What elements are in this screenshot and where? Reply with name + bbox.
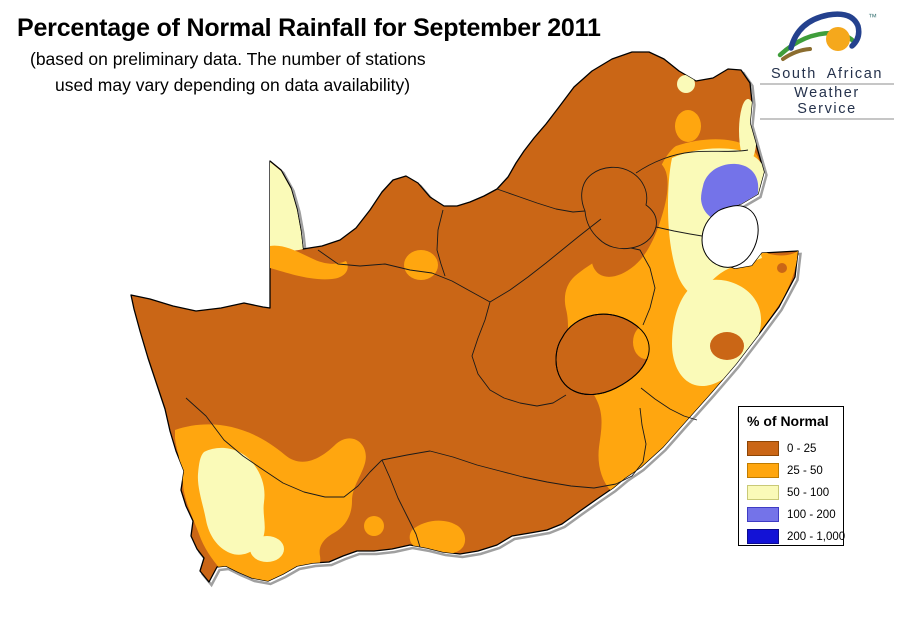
legend-row: 0 - 25 — [747, 441, 843, 456]
border-limpopo-mpumalanga — [635, 149, 749, 174]
swaziland-area — [701, 205, 759, 268]
border-fs-kzn — [630, 247, 656, 326]
brand-line-1: South African — [760, 66, 894, 85]
patch-lesotho-ne-orange — [633, 325, 659, 359]
border-wc-ec — [381, 459, 421, 548]
patch-limpopo-pale-spot — [677, 75, 695, 93]
patch-southcoast-orange — [409, 520, 466, 556]
map-legend: % of Normal 0 - 25 25 - 50 50 - 100 100 … — [738, 406, 846, 546]
patch-southcoast-pale-spot — [250, 536, 284, 562]
legend-swatch-0-25 — [747, 441, 779, 456]
lesotho-outline — [555, 313, 650, 396]
patch-northwest-orange-spot — [404, 250, 438, 280]
legend-title: % of Normal — [747, 413, 829, 429]
patch-northwest-orange-band — [270, 245, 348, 280]
brand-line-2: Weather Service — [760, 85, 894, 120]
border-nw-west — [436, 209, 446, 277]
border-nc-ec — [381, 407, 647, 489]
legend-label: 25 - 50 — [787, 464, 823, 477]
page-title: Percentage of Normal Rainfall for Septem… — [17, 14, 601, 42]
legend-label: 50 - 100 — [787, 486, 830, 499]
legend-label: 0 - 25 — [787, 442, 817, 455]
legend-row: 25 - 50 — [747, 463, 843, 478]
border-gauteng-loop — [581, 166, 657, 250]
subtitle-line-1: (based on preliminary data. The number o… — [30, 49, 426, 69]
legend-swatch-50-100 — [747, 485, 779, 500]
legend-label: 200 - 1,000 — [787, 530, 846, 543]
page-subtitle: (based on preliminary data. The number o… — [30, 46, 426, 98]
logo-brown-arc — [781, 47, 812, 61]
saws-logo-swoosh: ™ — [777, 11, 877, 61]
logo-sun-icon — [826, 27, 850, 51]
border-orange-river-fs-ec — [471, 301, 567, 407]
logo-blue-arc — [788, 11, 862, 51]
legend-label: 100 - 200 — [787, 508, 836, 521]
border-nw-limpopo — [496, 188, 586, 213]
subtitle-line-2: used may vary depending on data availabi… — [55, 75, 411, 95]
patch-westcoast-pale — [197, 447, 265, 555]
legend-swatch-200-1000 — [747, 529, 779, 544]
border-nc-wc — [185, 397, 383, 498]
patch-kzn-inner-dark — [710, 332, 744, 360]
patch-limpopo-orange-spot — [675, 110, 701, 142]
legend-swatch-100-200 — [747, 507, 779, 522]
saws-logo: ™ South African Weather Service — [760, 8, 894, 120]
legend-row: 50 - 100 — [747, 485, 843, 500]
trademark-symbol: ™ — [868, 12, 877, 22]
border-kzn-ec — [640, 387, 698, 421]
border-nc-nw — [317, 249, 491, 303]
patch-karoo-orange-dot — [364, 516, 384, 536]
border-gauteng-mpumalanga-south — [655, 226, 703, 237]
legend-row: 200 - 1,000 — [747, 529, 846, 544]
patch-kzn-dark-dot — [777, 263, 787, 273]
province-borders — [185, 149, 749, 548]
legend-row: 100 - 200 — [747, 507, 843, 522]
legend-swatch-25-50 — [747, 463, 779, 478]
patch-kzn-pale — [672, 279, 762, 387]
patch-northwest-pale — [270, 162, 303, 251]
